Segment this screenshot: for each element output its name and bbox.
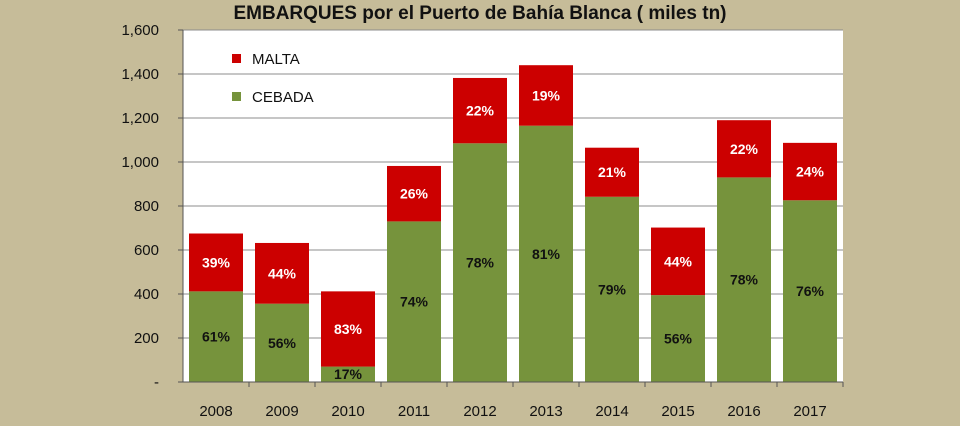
legend-swatch-cebada — [232, 92, 241, 101]
bar-malta-2012 — [453, 77, 507, 144]
legend: MALTA CEBADA — [232, 51, 314, 106]
x-tick-label: 2010 — [331, 403, 364, 420]
bar-malta-2015 — [651, 227, 705, 296]
data-label-malta-2012: 22% — [466, 103, 495, 119]
x-tick-label: 2009 — [265, 403, 298, 420]
legend-label-malta: MALTA — [252, 51, 300, 68]
x-tick-label: 2016 — [727, 403, 760, 420]
x-tick-label: 2011 — [398, 403, 430, 420]
bar-cebada-2010 — [321, 366, 375, 382]
data-label-cebada-2015: 56% — [664, 331, 693, 347]
y-tick-label: 1,200 — [121, 110, 159, 127]
x-tick-label: 2012 — [463, 403, 496, 420]
y-tick-label: 1,400 — [121, 66, 159, 83]
data-label-malta-2014: 21% — [598, 164, 627, 180]
y-tick-label: - — [154, 374, 159, 391]
data-label-cebada-2013: 81% — [532, 246, 561, 262]
data-label-malta-2010: 83% — [334, 321, 363, 337]
data-label-cebada-2011: 74% — [400, 294, 429, 310]
data-label-cebada-2012: 78% — [466, 255, 495, 271]
bar-malta-2014 — [585, 147, 639, 197]
data-label-malta-2013: 19% — [532, 87, 561, 103]
bar-cebada-2009 — [255, 303, 309, 382]
bar-malta-2010 — [321, 291, 375, 367]
legend-label-cebada: CEBADA — [252, 89, 314, 106]
data-label-cebada-2014: 79% — [598, 281, 627, 297]
data-label-malta-2008: 39% — [202, 254, 231, 270]
x-tick-label: 2008 — [199, 403, 232, 420]
bar-malta-2013 — [519, 65, 573, 126]
bar-malta-2016 — [717, 120, 771, 178]
data-label-malta-2009: 44% — [268, 265, 297, 281]
bar-cebada-2016 — [717, 177, 771, 382]
data-label-cebada-2009: 56% — [268, 335, 297, 351]
bar-malta-2011 — [387, 165, 441, 222]
bar-cebada-2012 — [453, 143, 507, 382]
data-label-cebada-2016: 78% — [730, 272, 759, 288]
y-tick-label: 800 — [134, 198, 159, 215]
data-label-cebada-2017: 76% — [796, 283, 825, 299]
data-label-malta-2016: 22% — [730, 141, 759, 157]
x-tick-label: 2013 — [529, 403, 562, 420]
data-label-cebada-2008: 61% — [202, 329, 231, 345]
x-tick-label: 2015 — [661, 403, 694, 420]
bar-cebada-2014 — [585, 196, 639, 382]
bar-malta-2009 — [255, 242, 309, 304]
x-tick-labels: 2008 2009 2010 2011 2012 2013 2014 2015 2016 2017 — [199, 382, 844, 420]
data-label-malta-2011: 26% — [400, 186, 429, 202]
bar-malta-2017 — [783, 142, 837, 201]
x-tick-label: 2017 — [793, 403, 826, 420]
bar-cebada-2015 — [651, 295, 705, 382]
bars: 61% 39% 56% 44% 17% 83% 74% 26% 78% 22% 81% 19% 79% 2… — [189, 65, 837, 382]
data-label-malta-2017: 24% — [796, 164, 825, 180]
bar-cebada-2011 — [387, 221, 441, 382]
y-tick-label: 1,000 — [121, 154, 159, 171]
bar-malta-2008 — [189, 233, 243, 292]
bar-cebada-2008 — [189, 291, 243, 382]
y-tick-label: 400 — [134, 286, 159, 303]
y-tick-label: 1,600 — [121, 22, 159, 39]
y-tick-label: 200 — [134, 330, 159, 347]
data-label-malta-2015: 44% — [664, 253, 693, 269]
y-tick-label: 600 — [134, 242, 159, 259]
bar-cebada-2017 — [783, 200, 837, 382]
x-tick-label: 2014 — [595, 403, 628, 420]
chart-title: EMBARQUES por el Puerto de Bahía Blanca … — [233, 3, 726, 24]
legend-swatch-malta — [232, 54, 241, 63]
data-label-cebada-2010: 17% — [334, 366, 363, 382]
y-tick-labels: - 200 400 600 800 1,000 1,200 1,400 1,600 — [121, 22, 159, 391]
bar-cebada-2013 — [519, 125, 573, 382]
